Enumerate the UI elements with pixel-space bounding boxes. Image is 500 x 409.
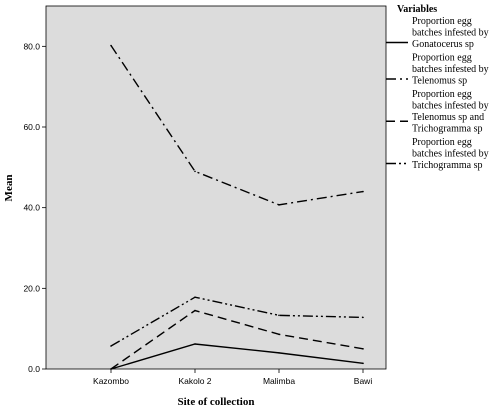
series-1-point [278,352,280,354]
x-tick-label: Kazombo [93,376,129,386]
legend-label: Proportion egg [412,89,472,100]
series-2-point [194,170,196,173]
x-tick-label: Kakolo 2 [178,376,211,386]
y-axis: 0.0 20.0 40.0 60.0 80.0 [23,41,46,374]
x-tick-label: Bawi [354,376,373,386]
legend-label: Gonatocerus sp [412,39,474,50]
series-lines [110,44,364,370]
plot-area [45,5,387,370]
series-3-point [362,348,364,350]
legend-title: Variables [397,4,437,15]
legend-label: batches infested by [412,101,489,112]
y-tick-label: 0.0 [28,364,40,374]
series-2-point [110,44,112,47]
series-3-point [194,309,196,312]
legend-label: Trichogramma sp [412,124,482,135]
series-line-2 [110,45,364,206]
x-tick-label: Malimba [263,376,295,386]
legend-label: Proportion egg [412,137,472,148]
y-tick-label: 60.0 [23,122,40,132]
series-line-3 [110,309,364,370]
series-line-4 [110,296,364,347]
series-1-point [194,343,196,345]
legend-label: Trichogramma sp [412,160,482,171]
legend-label: Proportion egg [412,53,472,64]
y-tick-label: 40.0 [23,203,40,213]
legend-label: batches infested by [412,28,489,39]
series-4-point [110,345,112,347]
series-4-point [362,316,364,319]
legend-label: Telenomus sp [412,76,467,87]
series-line-1 [110,343,364,370]
series-3-point [278,333,280,336]
legend-label: batches infested by [412,149,489,160]
y-tick-label: 80.0 [23,41,40,51]
series-4-point [278,314,280,317]
x-axis: Kazombo Kakolo 2 Malimba Bawi [93,369,372,386]
series-3-point [110,368,112,370]
legend-label: Telenomus sp and [412,112,484,123]
x-axis-title: Site of collection [178,396,255,408]
legend-label: batches infested by [412,64,489,75]
series-2-point [362,190,364,193]
y-axis-title: Mean [3,175,15,202]
legend-label: Proportion egg [412,16,472,27]
series-2-point [278,204,280,206]
y-tick-label: 20.0 [23,283,40,293]
series-1-point [362,362,364,365]
series-4-point [194,296,196,299]
